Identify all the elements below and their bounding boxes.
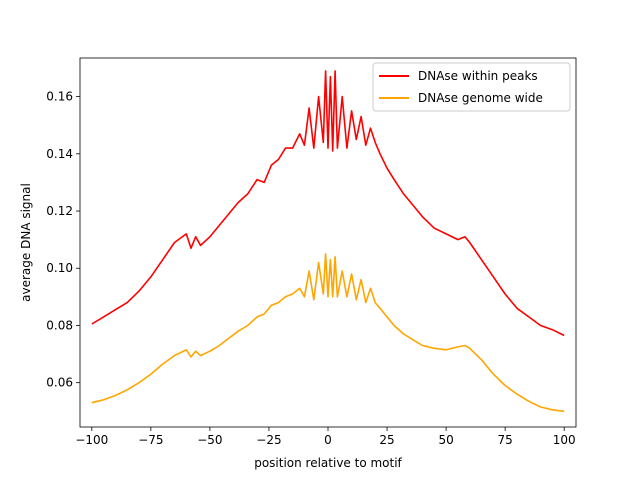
x-tick-label: 50 (438, 433, 453, 447)
series-layer (91, 70, 565, 413)
plot-area (80, 58, 576, 427)
x-tick-label: 100 (553, 433, 576, 447)
x-tick-label: −50 (197, 433, 222, 447)
x-axis-ticks: −100 −75 −50 −25 0 25 50 75 100 (75, 427, 576, 447)
x-axis-title: position relative to motif (254, 456, 402, 470)
y-axis-title: average DNA signal (19, 183, 33, 302)
legend-label-dnase-genome-wide: DNAse genome wide (418, 91, 543, 105)
y-axis-ticks: 0.06 0.08 0.10 0.12 0.14 0.16 (46, 90, 80, 390)
y-tick-label: 0.16 (46, 90, 73, 104)
x-tick-label: −75 (138, 433, 163, 447)
y-tick-label: 0.08 (46, 318, 73, 332)
y-tick-label: 0.10 (46, 261, 73, 275)
plot-frame (79, 57, 577, 428)
x-tick-label: 75 (498, 433, 513, 447)
y-tick-label: 0.12 (46, 204, 73, 218)
series-line-dnase-genome-wide (91, 253, 565, 413)
legend-box (372, 62, 571, 112)
x-tick-label: −100 (75, 433, 108, 447)
legend-label-dnase-within-peaks: DNAse within peaks (418, 69, 538, 83)
x-tick-label: 25 (379, 433, 394, 447)
x-tick-label: −25 (256, 433, 281, 447)
y-tick-label: 0.06 (46, 376, 73, 390)
x-tick-label: 0 (324, 433, 332, 447)
legend: DNAse within peaks DNAse genome wide (372, 62, 571, 112)
y-tick-label: 0.14 (46, 147, 73, 161)
series-line-dnase-within-peaks (91, 70, 565, 337)
